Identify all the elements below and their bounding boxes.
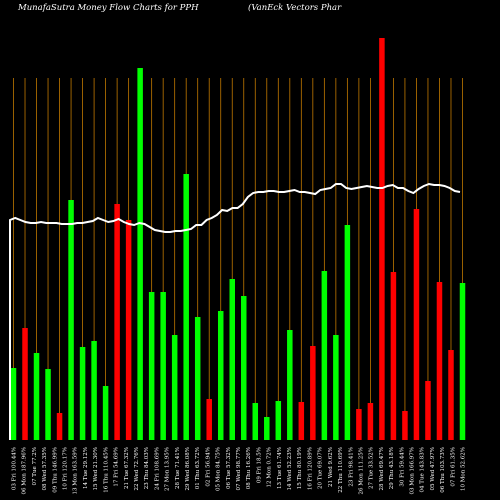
bar (241, 296, 247, 440)
x-tick-label: 07 Tue 77.2% (32, 447, 38, 485)
chart-title: MunafaSutra Money Flow Charts for PPH (18, 3, 199, 13)
x-tick-label: 15 Wed 21.30% (93, 447, 99, 490)
x-tick-label: 20 Tue 69.07% (318, 447, 324, 489)
x-tick-label: 13 Mon 163.59% (73, 447, 79, 494)
bar (229, 279, 235, 440)
x-tick-label: 02 Fri 56.94% (205, 447, 211, 487)
x-tick-label: 21 Wed 9.62% (328, 447, 334, 487)
bar (448, 350, 454, 440)
bar (45, 369, 51, 440)
bar-series (10, 38, 466, 440)
x-tick-label: 06 Thu 103.73% (440, 447, 446, 493)
x-tick-label: 07 Fri 61.35% (450, 447, 456, 487)
x-tick-label: 15 Thu 80.19% (297, 447, 303, 489)
x-tick-label: 05 Mon 84.75% (216, 447, 222, 491)
x-tick-label: 26 Mon 111.25% (359, 447, 365, 494)
bar (321, 271, 328, 440)
x-tick-label: 16 Thu 110.45% (103, 447, 109, 493)
bar (436, 282, 443, 440)
x-tick-label: 29 Thu 43.18% (389, 447, 395, 489)
bar (148, 292, 155, 440)
bar (413, 209, 420, 440)
bar (137, 68, 143, 440)
bar (217, 311, 224, 440)
bar (56, 413, 63, 440)
x-tick-labels: 03 Fri 100.44% 06 Mon 187.96% 07 Tue 77.2%… (12, 447, 467, 494)
bar (252, 403, 259, 440)
bar (390, 272, 397, 440)
x-tick-label: 29 Wed 86.08% (185, 447, 191, 490)
x-tick-label: 07 Wed 98.77% (236, 447, 242, 490)
bar (206, 399, 212, 440)
x-tick-label: 14 Wed 52.23% (287, 447, 293, 490)
x-tick-label: 01 Thu 63.72% (195, 447, 201, 489)
x-tick-label: 06 Tue 57.32% (226, 447, 232, 489)
x-tick-label: 16 Fri 120.89% (307, 447, 313, 490)
bar (310, 346, 316, 440)
bar (114, 204, 120, 440)
bar (102, 386, 109, 440)
x-tick-label: 12 Mon 0.72% (267, 447, 273, 487)
x-tick-label: 28 Tue 71.41% (175, 447, 181, 489)
bar (79, 347, 86, 440)
bar (287, 330, 293, 440)
x-tick-label: 03 Fri 100.44% (12, 447, 18, 490)
price-line (9, 182, 461, 440)
bar (68, 200, 74, 440)
x-tick-label: 13 Tue 61.74% (277, 447, 283, 489)
bar (91, 341, 97, 440)
x-tick-label: 30 Fri 59.44% (399, 447, 405, 487)
bar (22, 328, 28, 440)
x-tick-label: 23 Thu 84.03% (144, 447, 150, 489)
x-tick-label: 22 Thu 110.69% (338, 447, 344, 493)
bar (10, 368, 17, 440)
bar (425, 381, 431, 440)
x-tick-label: 05 Wed 47.97% (430, 447, 436, 490)
x-tick-label: 09 Fri 18.5% (256, 447, 262, 483)
x-tick-label: 08 Thu 16.26% (246, 447, 252, 489)
x-tick-label: 21 Tue 67.32% (124, 447, 130, 489)
x-tick-label: 14 Tue 29.12% (83, 447, 89, 489)
x-tick-label: 10 Mon 52.62% (461, 447, 467, 491)
bar (379, 38, 385, 440)
x-tick-label: 04 Tue 143.83% (420, 447, 426, 492)
bar (344, 225, 351, 440)
bar (125, 220, 132, 440)
bar (194, 317, 201, 440)
chart-subtitle: (VanEck Vectors Phar (248, 3, 342, 13)
bar (367, 403, 374, 440)
bar (333, 335, 339, 440)
bar (275, 401, 282, 440)
bar (171, 335, 178, 440)
x-tick-label: 23 Fri 98.41% (348, 447, 354, 487)
bar (298, 402, 305, 440)
x-tick-label: 03 Mon 166.97% (410, 447, 416, 494)
bar (264, 417, 270, 440)
bar (402, 411, 408, 440)
bar (160, 292, 166, 440)
x-tick-label: 27 Mon 13.95% (165, 447, 171, 491)
x-tick-label: 17 Fri 54.69% (114, 447, 120, 487)
bar (356, 409, 362, 440)
x-tick-label: 22 Wed 72.76% (134, 447, 140, 490)
x-tick-label: 28 Wed 69.47% (379, 447, 385, 490)
x-tick-label: 06 Mon 187.96% (22, 447, 28, 494)
x-tick-label: 24 Fri 108.69% (154, 447, 160, 490)
x-tick-label: 10 Fri 120.17% (63, 447, 69, 490)
x-tick-label: 09 Thu 146.99% (52, 447, 58, 493)
bar (183, 174, 189, 440)
bar (459, 283, 466, 440)
bar (33, 353, 40, 440)
x-tick-label: 08 Wed 57.35% (42, 447, 48, 490)
x-tick-label: 27 Tue 33.52% (369, 447, 375, 489)
